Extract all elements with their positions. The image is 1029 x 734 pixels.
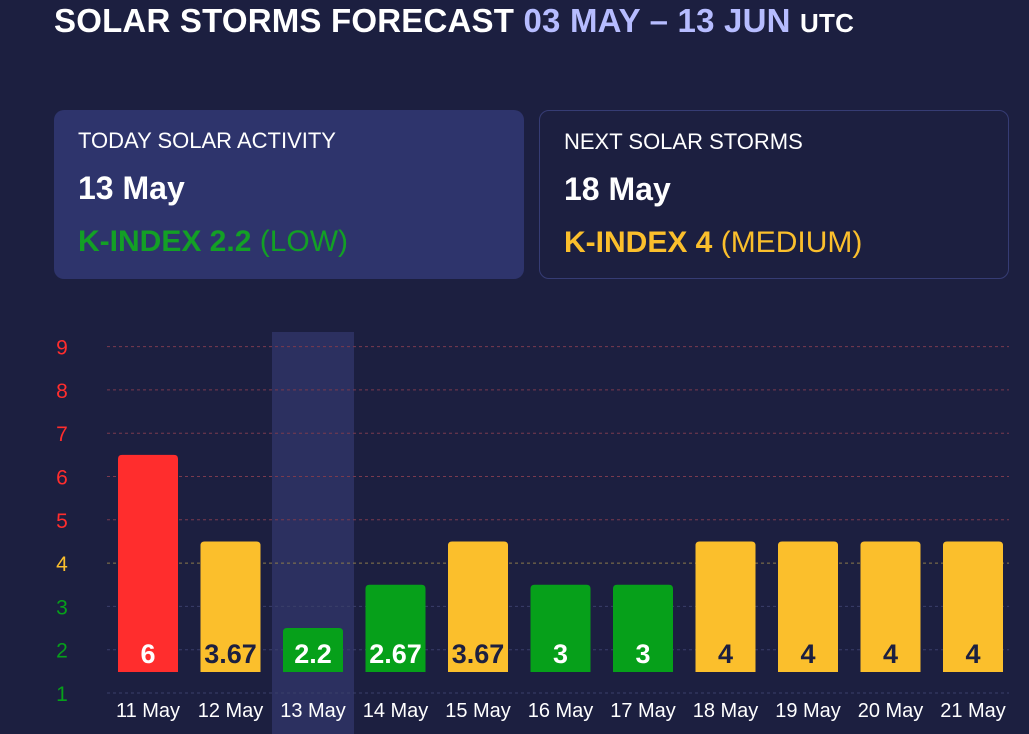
bar-value-label-10: 4 [965,639,980,669]
x-tick-label-4: 15 May [445,700,511,722]
x-tick-label-9: 20 May [858,700,924,722]
y-tick-label-1: 1 [56,683,68,706]
next-card-kindex: K-INDEX 4 (MEDIUM) [564,226,984,260]
bar-value-label-3: 2.67 [369,639,422,669]
y-tick-label-8: 8 [56,380,68,403]
y-tick-label-6: 6 [56,467,68,490]
x-tick-label-8: 19 May [775,700,841,722]
x-tick-label-6: 17 May [610,700,676,722]
bar-7 [695,541,756,672]
y-tick-label-4: 4 [56,553,68,576]
bar-0 [118,454,178,672]
bar-3 [365,584,426,672]
x-tick-label-3: 14 May [363,700,429,722]
bar-9 [860,541,921,672]
bar-value-label-4: 3.67 [452,639,505,669]
bar-value-label-2: 2.2 [294,639,332,669]
bar-8 [778,541,838,672]
next-kindex-value: K-INDEX 4 [564,226,713,259]
bar-1 [200,541,261,672]
today-card-date: 13 May [78,170,185,206]
today-kindex-level: (LOW) [259,225,349,258]
x-tick-label-1: 12 May [198,700,264,722]
highlight-column [272,332,354,734]
today-kindex-value: K-INDEX 2.2 [78,225,252,258]
bar-4 [448,541,508,672]
bar-value-label-1: 3.67 [204,639,257,669]
bar-2 [283,628,343,672]
bar-value-label-8: 4 [800,639,815,669]
y-tick-label-9: 9 [56,337,68,360]
today-activity-card: TODAY SOLAR ACTIVITY 13 May K-INDEX 2.2 … [54,110,524,279]
bar-value-label-7: 4 [718,639,733,669]
bar-5 [530,584,591,672]
title-timezone: UTC [800,8,855,38]
y-tick-label-7: 7 [56,423,68,446]
today-card-heading: TODAY SOLAR ACTIVITY [78,128,336,153]
next-storms-card: NEXT SOLAR STORMS 18 May K-INDEX 4 (MEDI… [539,110,1009,279]
x-tick-label-10: 21 May [940,700,1006,722]
next-card-heading: NEXT SOLAR STORMS [564,129,803,154]
bar-10 [943,541,1003,672]
y-tick-label-5: 5 [56,510,68,533]
y-tick-label-3: 3 [56,596,68,619]
bar-value-label-0: 6 [140,639,155,669]
today-card-kindex: K-INDEX 2.2 (LOW) [78,225,500,259]
bar-value-label-5: 3 [553,639,568,669]
x-tick-label-2: 13 May [280,700,346,722]
title-main: SOLAR STORMS FORECAST [54,2,515,39]
x-tick-label-5: 16 May [528,700,594,722]
next-card-date: 18 May [564,171,671,207]
x-tick-label-0: 11 May [116,700,180,722]
bar-6 [613,584,673,672]
y-tick-label-2: 2 [56,640,68,663]
next-kindex-level: (MEDIUM) [720,226,863,259]
bar-value-label-6: 3 [635,639,650,669]
title-date-range: 03 MAY – 13 JUN [523,2,791,39]
x-tick-label-7: 18 May [693,700,759,722]
page-title: SOLAR STORMS FORECAST 03 MAY – 13 JUN UT… [54,2,854,40]
bar-value-label-9: 4 [883,639,898,669]
